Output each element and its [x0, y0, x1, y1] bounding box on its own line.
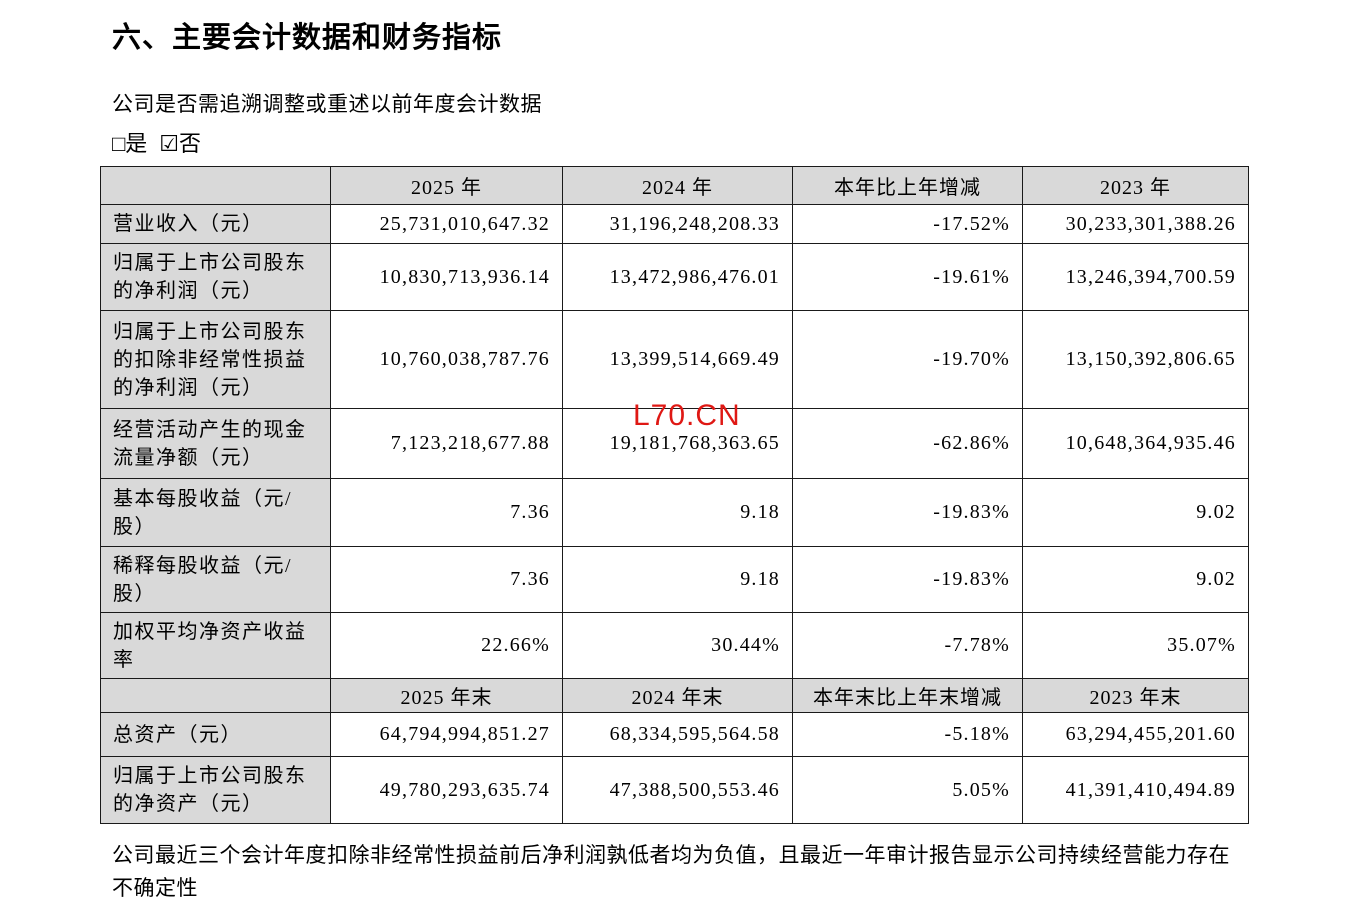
value-change: -17.52% — [792, 204, 1023, 244]
value-2024: 47,388,500,553.46 — [562, 756, 793, 824]
value-2025: 10,830,713,936.14 — [330, 243, 563, 311]
value-change: -19.83% — [792, 546, 1023, 613]
value-2025: 7.36 — [330, 478, 563, 547]
value-change: 5.05% — [792, 756, 1023, 824]
value-2025: 22.66% — [330, 612, 563, 679]
value-2025: 25,731,010,647.32 — [330, 204, 563, 244]
checkbox-yes: □是 — [112, 131, 148, 156]
row-label: 加权平均净资产收益 率 — [100, 612, 331, 679]
col-header-2023: 2023 年 — [1022, 166, 1249, 205]
table-row-net-profit: 归属于上市公司股东 的净利润（元） 10,830,713,936.14 13,4… — [100, 243, 1249, 311]
value-2023: 9.02 — [1022, 478, 1249, 547]
watermark-text: L70.CN — [633, 399, 741, 432]
col-header-2025-end: 2025 年末 — [330, 678, 563, 713]
value-change: -19.83% — [792, 478, 1023, 547]
value-2025: 64,794,994,851.27 — [330, 712, 563, 757]
row-label: 稀释每股收益（元/ 股） — [100, 546, 331, 613]
row-label: 营业收入（元） — [100, 204, 331, 244]
row-label: 归属于上市公司股东 的净利润（元） — [100, 243, 331, 311]
value-2024: 30.44% — [562, 612, 793, 679]
table-row-weighted-avg-roe: 加权平均净资产收益 率 22.66% 30.44% -7.78% 35.07% — [100, 612, 1249, 679]
value-2023: 30,233,301,388.26 — [1022, 204, 1249, 244]
table-row-net-profit-excl-nonrecurring: 归属于上市公司股东 的扣除非经常性损益 的净利润（元） 10,760,038,7… — [100, 310, 1249, 409]
value-change: -7.78% — [792, 612, 1023, 679]
value-2025: 7.36 — [330, 546, 563, 613]
value-2023: 13,150,392,806.65 — [1022, 310, 1249, 409]
col-header-2023-end: 2023 年末 — [1022, 678, 1249, 713]
value-2024: 68,334,595,564.58 — [562, 712, 793, 757]
value-2025: 7,123,218,677.88 — [330, 408, 563, 479]
checkbox-no-checked: ☑否 — [159, 131, 202, 156]
corner-cell — [100, 166, 331, 205]
value-2024: 13,399,514,669.49 — [562, 310, 793, 409]
table-row-diluted-eps: 稀释每股收益（元/ 股） 7.36 9.18 -19.83% 9.02 — [100, 546, 1249, 613]
restate-answer-row: □是 ☑否 — [112, 126, 213, 158]
col-header-2025: 2025 年 — [330, 166, 563, 205]
footer-note: 公司最近三个会计年度扣除非经常性损益前后净利润孰低者均为负值，且最近一年审计报告… — [112, 843, 1230, 897]
col-header-2024: 2024 年 — [562, 166, 793, 205]
table-row-revenue: 营业收入（元） 25,731,010,647.32 31,196,248,208… — [100, 204, 1249, 244]
value-change: -19.70% — [792, 310, 1023, 409]
financial-indicators-table: 2025 年 2024 年 本年比上年增减 2023 年 营业收入（元） 25,… — [100, 166, 1249, 824]
table-row-operating-cash-flow: 经营活动产生的现金 流量净额（元） 7,123,218,677.88 19,18… — [100, 408, 1249, 479]
value-2023: 35.07% — [1022, 612, 1249, 679]
yearend-header-row: 2025 年末 2024 年末 本年末比上年末增减 2023 年末 — [100, 678, 1249, 713]
value-2023: 13,246,394,700.59 — [1022, 243, 1249, 311]
value-2023: 41,391,410,494.89 — [1022, 756, 1249, 824]
row-label: 归属于上市公司股东 的净资产（元） — [100, 756, 331, 824]
value-change: -5.18% — [792, 712, 1023, 757]
annual-header-row: 2025 年 2024 年 本年比上年增减 2023 年 — [100, 166, 1249, 205]
table-row-total-assets: 总资产（元） 64,794,994,851.27 68,334,595,564.… — [100, 712, 1249, 757]
value-2024: 9.18 — [562, 478, 793, 547]
value-2024: 19,181,768,363.65 — [562, 408, 793, 479]
value-2023: 10,648,364,935.46 — [1022, 408, 1249, 479]
value-2024: 31,196,248,208.33 — [562, 204, 793, 244]
corner-cell — [100, 678, 331, 713]
row-label: 总资产（元） — [100, 712, 331, 757]
value-2024: 9.18 — [562, 546, 793, 613]
page-title: 六、主要会计数据和财务指标 — [112, 22, 503, 54]
value-change: -62.86% — [792, 408, 1023, 479]
row-label: 归属于上市公司股东 的扣除非经常性损益 的净利润（元） — [100, 310, 331, 409]
col-header-change: 本年比上年增减 — [792, 166, 1023, 205]
row-label: 经营活动产生的现金 流量净额（元） — [100, 408, 331, 479]
value-2024: 13,472,986,476.01 — [562, 243, 793, 311]
row-label: 基本每股收益（元/ 股） — [100, 478, 331, 547]
value-change: -19.61% — [792, 243, 1023, 311]
value-2023: 63,294,455,201.60 — [1022, 712, 1249, 757]
col-header-2024-end: 2024 年末 — [562, 678, 793, 713]
restate-question: 公司是否需追溯调整或重述以前年度会计数据 — [112, 92, 542, 116]
value-2025: 10,760,038,787.76 — [330, 310, 563, 409]
value-2025: 49,780,293,635.74 — [330, 756, 563, 824]
table-row-net-assets: 归属于上市公司股东 的净资产（元） 49,780,293,635.74 47,3… — [100, 756, 1249, 824]
table-row-basic-eps: 基本每股收益（元/ 股） 7.36 9.18 -19.83% 9.02 — [100, 478, 1249, 547]
col-header-change-end: 本年末比上年末增减 — [792, 678, 1023, 713]
value-2023: 9.02 — [1022, 546, 1249, 613]
